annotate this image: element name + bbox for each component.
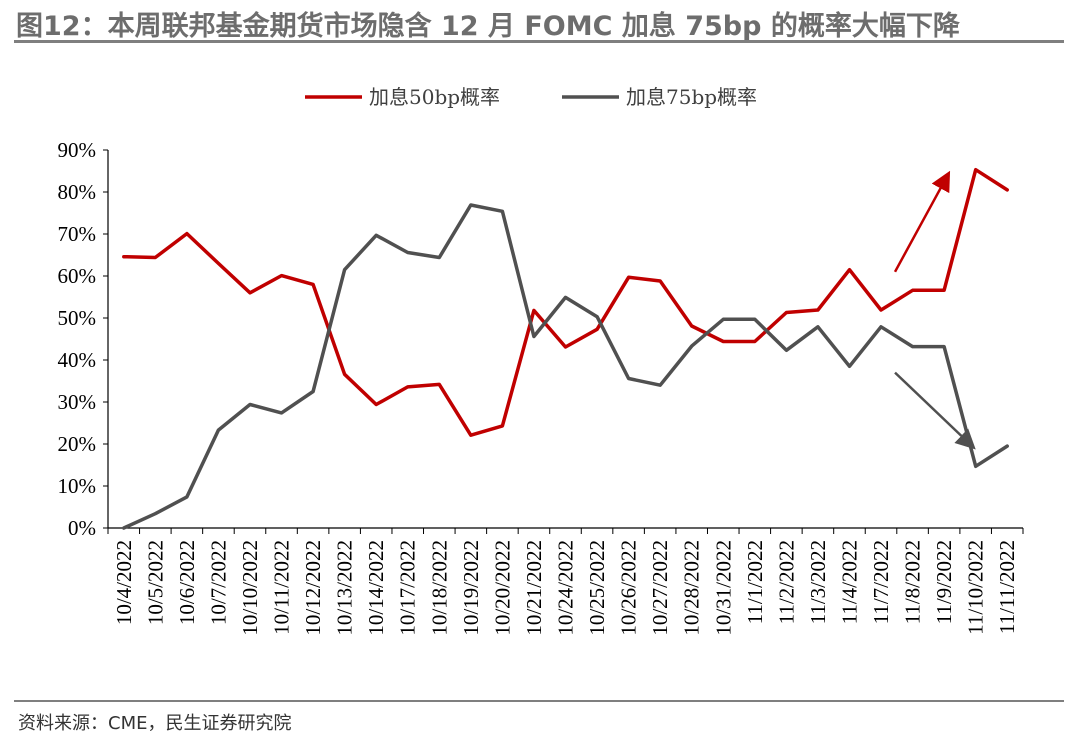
series-line-75bp [122,203,1009,530]
x-tick-label: 11/1/2022 [743,540,767,624]
x-tick-label: 10/11/2022 [270,540,294,635]
x-tick-label: 11/10/2022 [964,540,988,635]
x-tick-label: 10/13/2022 [333,540,357,636]
x-tick-label: 10/6/2022 [175,540,199,625]
x-tick-label: 10/27/2022 [648,540,672,636]
x-tick-label: 10/20/2022 [490,540,514,636]
trend-arrow-up [893,170,951,273]
x-tick-label: 10/19/2022 [459,540,483,636]
x-tick-label: 10/31/2022 [711,540,735,636]
y-tick-label: 90% [58,138,97,162]
x-tick-label: 10/28/2022 [680,540,704,636]
x-tick-label: 10/25/2022 [585,540,609,636]
x-tick-label: 10/24/2022 [554,540,578,636]
x-tick-label: 10/4/2022 [112,540,136,625]
line-chart: 加息50bp概率 加息75bp概率 0% 10% 20% 30% 40% 50% 60% 70% 8… [58,85,1024,636]
series-line-50bp [122,167,1009,437]
footer-rule [14,700,1064,702]
y-tick-label: 0% [68,516,96,540]
y-tick-label: 70% [58,222,97,246]
legend-label-75bp: 加息75bp概率 [626,85,757,109]
x-tick-label: 10/17/2022 [396,540,420,636]
x-tick-label: 11/4/2022 [837,540,861,624]
y-tick-label: 30% [58,390,97,414]
x-tick-label: 10/21/2022 [522,540,546,636]
y-tick-label: 60% [58,264,97,288]
x-tick-label: 11/2/2022 [774,540,798,624]
source-note: 资料来源：CME，民生证券研究院 [18,713,292,734]
y-tick-label: 20% [58,432,97,456]
x-tick-label: 10/14/2022 [364,540,388,636]
y-tick-label: 80% [58,180,97,204]
x-tick-label: 11/3/2022 [806,540,830,624]
x-tick-label: 10/5/2022 [143,540,167,625]
y-tick-label: 50% [58,306,97,330]
x-tick-label: 10/26/2022 [617,540,641,636]
x-tick-label: 10/7/2022 [206,540,230,625]
x-tick-label: 11/7/2022 [869,540,893,624]
trend-arrow-down [894,371,976,450]
x-tick-label: 10/10/2022 [238,540,262,636]
y-tick-label: 40% [58,348,97,372]
title-underline [14,40,1064,43]
x-tick-label: 11/11/2022 [995,540,1019,634]
x-tick-label: 11/9/2022 [932,540,956,624]
x-tick-label: 10/12/2022 [301,540,325,636]
legend-label-50bp: 加息50bp概率 [369,85,500,109]
y-tick-label: 10% [58,474,97,498]
x-tick-label: 11/8/2022 [901,540,925,624]
x-tick-label: 10/18/2022 [427,540,451,636]
chart-title: 图12：本周联邦基金期货市场隐含 12 月 FOMC 加息 75bp 的概率大幅… [16,11,960,42]
